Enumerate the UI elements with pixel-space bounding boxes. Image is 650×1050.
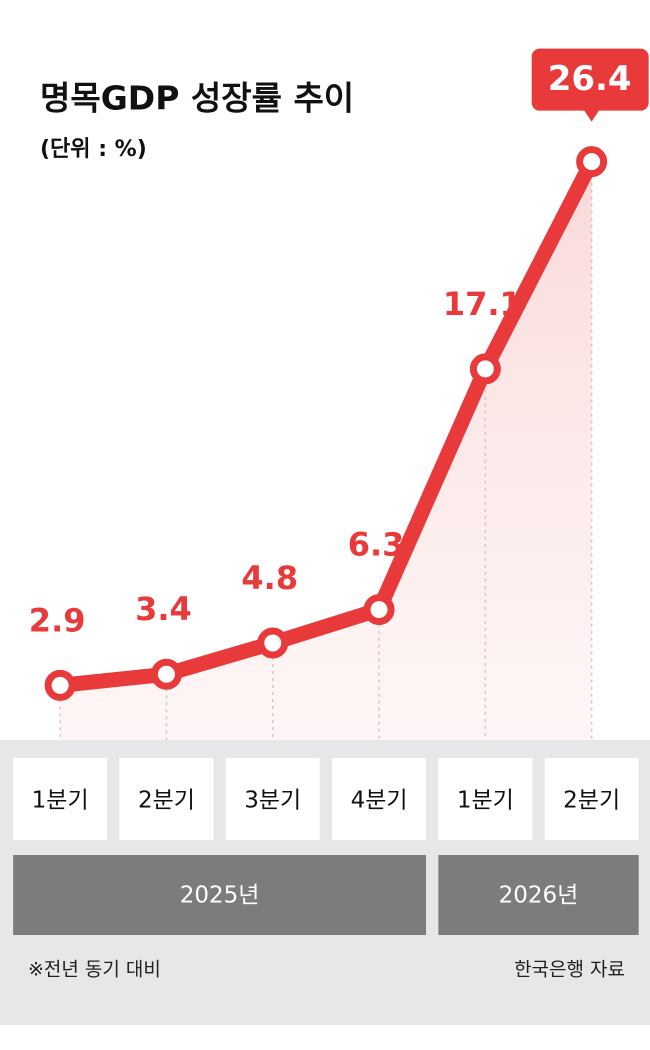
line [52, 154, 600, 693]
data-label: 26.4 [548, 59, 632, 99]
group-bar [438, 855, 639, 935]
label-pointer [583, 109, 600, 122]
label-box [531, 48, 649, 111]
data-label: 4.8 [241, 559, 298, 597]
group-label: 2025년 [180, 883, 260, 909]
plot: 1분기 2분기 3분기 4분기 1분기 2분기 2025년 2026년 2.9 3.4 4.8 6.3… [13, 48, 649, 935]
point [44, 669, 76, 701]
x-tick-label: 1분기 [457, 788, 514, 814]
x-tick-label: 3분기 [244, 788, 301, 814]
source: 한국은행 자료 [514, 959, 625, 981]
category-box [438, 758, 533, 840]
x-tick-label: 4분기 [351, 788, 408, 814]
category-box [225, 758, 320, 840]
group-bar [13, 855, 427, 935]
x-tick-label: 2분기 [138, 788, 195, 814]
chart-subtitle: (단위 : %) [40, 137, 147, 162]
category-box [119, 758, 214, 840]
x-tick-label: 2분기 [563, 788, 620, 814]
point [576, 146, 608, 178]
area-fill [60, 161, 592, 740]
point [363, 594, 395, 626]
note: ※전년 동기 대비 [28, 959, 161, 981]
point [150, 658, 182, 690]
category-box [13, 758, 108, 840]
category-box [332, 758, 427, 840]
point [469, 353, 501, 385]
chart-title: 명목GDP 성장률 추이 [40, 79, 354, 118]
group-label: 2026년 [499, 883, 579, 909]
category-box [544, 758, 639, 840]
x-tick-label: 1분기 [32, 788, 89, 814]
data-label: 3.4 [135, 590, 192, 628]
data-label: 17.1 [443, 285, 522, 323]
data-label: 2.9 [29, 601, 86, 639]
data-label: 6.3 [348, 526, 405, 564]
point [257, 627, 289, 659]
